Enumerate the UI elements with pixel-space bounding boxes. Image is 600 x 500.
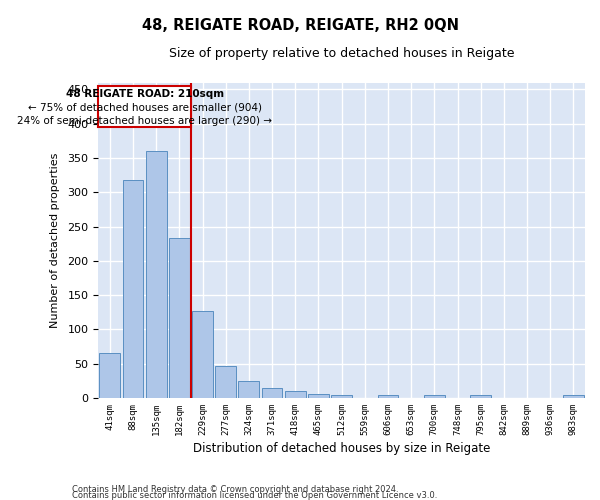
Text: 48 REIGATE ROAD: 210sqm: 48 REIGATE ROAD: 210sqm	[65, 88, 224, 99]
Text: Contains public sector information licensed under the Open Government Licence v3: Contains public sector information licen…	[72, 490, 437, 500]
Bar	[169, 238, 190, 398]
Text: 24% of semi-detached houses are larger (290) →: 24% of semi-detached houses are larger (…	[17, 116, 272, 126]
Bar	[331, 395, 352, 398]
Bar	[308, 394, 329, 398]
Bar	[285, 391, 305, 398]
Y-axis label: Number of detached properties: Number of detached properties	[50, 152, 61, 328]
Bar	[470, 395, 491, 398]
Bar	[100, 354, 120, 398]
Bar	[215, 366, 236, 398]
Bar	[377, 395, 398, 398]
Bar	[424, 395, 445, 398]
Bar	[262, 388, 283, 398]
FancyBboxPatch shape	[98, 86, 191, 127]
Bar	[122, 180, 143, 398]
Bar	[238, 381, 259, 398]
Text: ← 75% of detached houses are smaller (904): ← 75% of detached houses are smaller (90…	[28, 102, 262, 113]
Bar	[563, 395, 584, 398]
Text: Contains HM Land Registry data © Crown copyright and database right 2024.: Contains HM Land Registry data © Crown c…	[72, 484, 398, 494]
Bar	[192, 311, 213, 398]
Text: 48, REIGATE ROAD, REIGATE, RH2 0QN: 48, REIGATE ROAD, REIGATE, RH2 0QN	[142, 18, 458, 32]
Bar	[146, 151, 167, 398]
Title: Size of property relative to detached houses in Reigate: Size of property relative to detached ho…	[169, 48, 514, 60]
X-axis label: Distribution of detached houses by size in Reigate: Distribution of detached houses by size …	[193, 442, 490, 455]
